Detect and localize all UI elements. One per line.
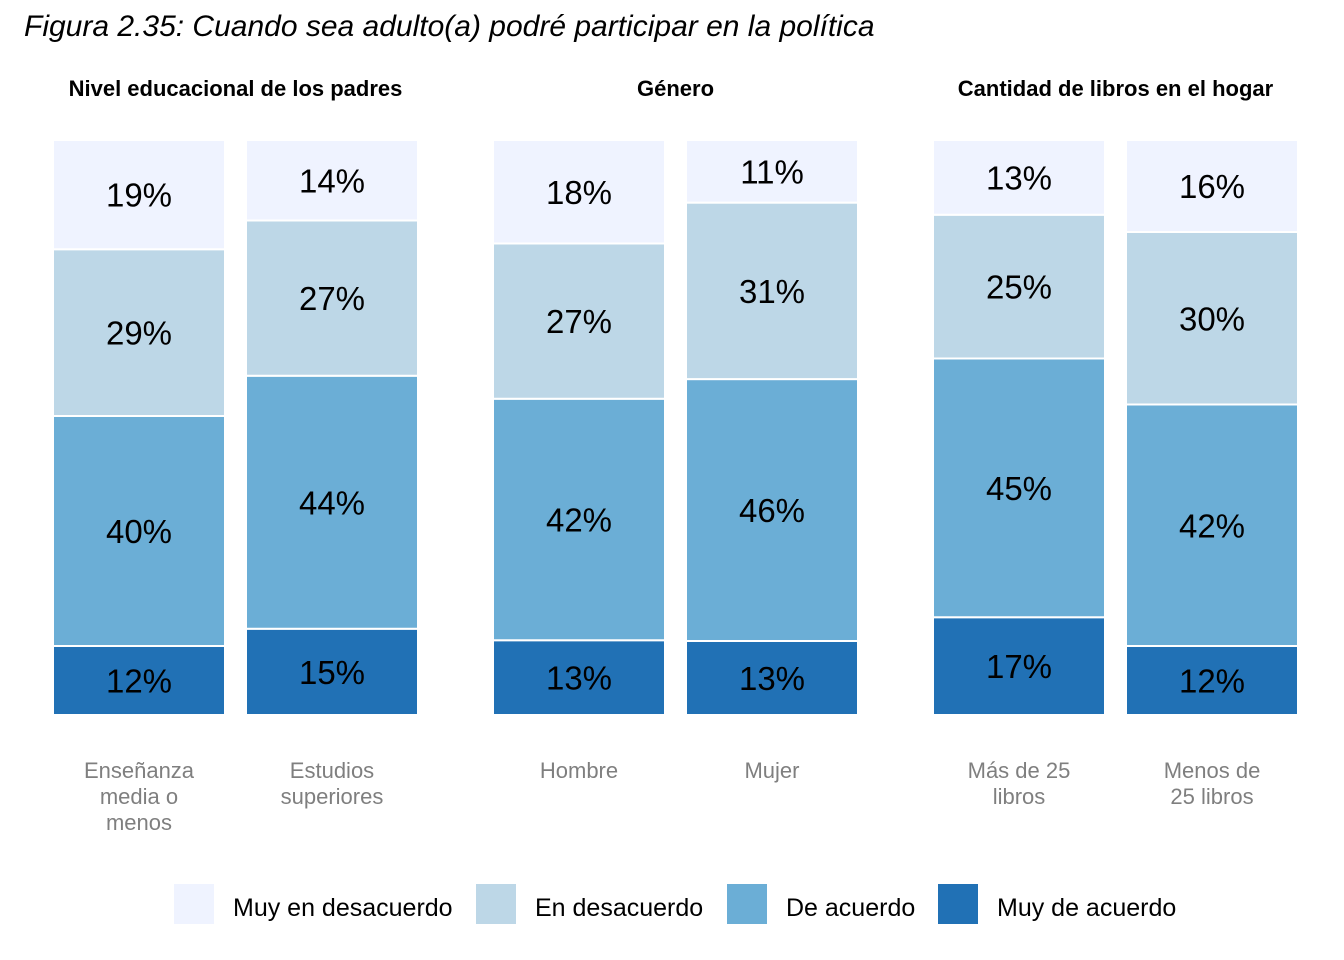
data-label: 12% xyxy=(106,663,172,700)
category-label-line: Mujer xyxy=(744,758,799,783)
category-label-line: superiores xyxy=(281,784,384,809)
data-label: 13% xyxy=(986,159,1052,196)
category-label-line: Estudios xyxy=(290,758,374,783)
data-label: 40% xyxy=(106,513,172,550)
legend-label: Muy de acuerdo xyxy=(997,894,1176,922)
legend-label: De acuerdo xyxy=(786,894,915,922)
category-label-line: 25 libros xyxy=(1170,784,1253,809)
legend-swatch xyxy=(938,884,978,924)
panel-title: Género xyxy=(637,76,714,101)
data-label: 25% xyxy=(986,269,1052,306)
category-label: Menos de 25 libros xyxy=(1164,758,1261,809)
legend-swatch xyxy=(174,884,214,924)
data-label: 16% xyxy=(1179,168,1245,205)
data-label: 29% xyxy=(106,315,172,352)
data-label: 42% xyxy=(1179,507,1245,544)
data-label: 14% xyxy=(299,162,365,199)
data-label: 27% xyxy=(299,280,365,317)
data-label: 17% xyxy=(986,648,1052,685)
data-label: 18% xyxy=(546,174,612,211)
data-label: 15% xyxy=(299,654,365,691)
data-label: 19% xyxy=(106,177,172,214)
category-label: Mujer xyxy=(744,758,799,783)
category-label: Estudios superiores xyxy=(281,758,384,809)
category-label: Más de 25 libros xyxy=(968,758,1071,809)
data-label: 45% xyxy=(986,470,1052,507)
data-label: 27% xyxy=(546,303,612,340)
panel-title: Nivel educacional de los padres xyxy=(69,76,403,101)
data-label: 11% xyxy=(740,153,804,190)
legend-label: Muy en desacuerdo xyxy=(233,894,453,922)
legend-swatch xyxy=(727,884,767,924)
data-label: 13% xyxy=(739,660,805,697)
data-label: 42% xyxy=(546,502,612,539)
data-label: 30% xyxy=(1179,300,1245,337)
legend-label: En desacuerdo xyxy=(535,894,703,922)
category-label: Hombre xyxy=(540,758,618,783)
data-label: 12% xyxy=(1179,663,1245,700)
category-label-line: libros xyxy=(993,784,1046,809)
data-label: 31% xyxy=(739,273,805,310)
category-label-line: Más de 25 xyxy=(968,758,1071,783)
category-label-line: media o xyxy=(100,784,178,809)
panel-title: Cantidad de libros en el hogar xyxy=(958,76,1274,101)
category-label-line: Menos de xyxy=(1164,758,1261,783)
category-label-line: menos xyxy=(106,810,172,835)
data-label: 46% xyxy=(739,492,805,529)
category-label-line: Enseñanza xyxy=(84,758,195,783)
data-label: 44% xyxy=(299,484,365,521)
category-label: Enseñanza media o menos xyxy=(84,758,195,835)
category-label-line: Hombre xyxy=(540,758,618,783)
legend-swatch xyxy=(476,884,516,924)
data-label: 13% xyxy=(546,660,612,697)
